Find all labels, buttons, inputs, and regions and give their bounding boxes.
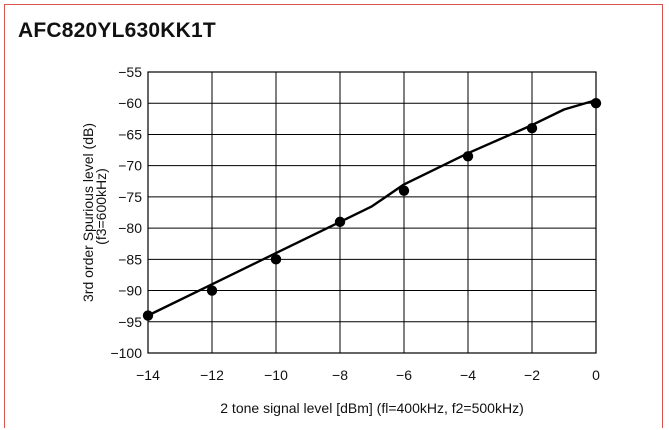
data-point	[398, 185, 410, 196]
x-tick-label: 0	[592, 367, 600, 383]
data-point	[270, 254, 282, 265]
y-tick-label: −100	[110, 345, 142, 361]
series-line	[147, 98, 597, 317]
x-tick-label: −10	[264, 367, 288, 383]
data-point	[334, 216, 346, 228]
y-tick-label: −80	[118, 220, 142, 236]
chart-title: AFC820YL630KK1T	[18, 19, 216, 42]
y-tick-label: −85	[118, 251, 142, 267]
x-tick-label: −14	[136, 367, 160, 383]
x-tick-labels: −14 −12 −10 −8 −6 −4 −2 0	[136, 367, 600, 383]
data-point	[206, 285, 218, 296]
plot-area	[147, 71, 597, 354]
y-tick-label: −90	[118, 283, 142, 299]
y-tick-labels: −55 −60 −65 −70 −75 −80 −85 −90 −95 −100	[110, 64, 142, 361]
y-tick-label: −70	[118, 158, 142, 174]
y-axis-label: 3rd order Spurious level (dB)	[80, 123, 96, 302]
y-tick-label: −60	[118, 95, 142, 111]
plot-border	[147, 71, 597, 354]
data-point	[590, 98, 602, 109]
x-axis-label: 2 tone signal level [dBm] (fl=400kHz, f2…	[220, 400, 524, 416]
x-tick-label: −8	[332, 367, 348, 383]
grid	[147, 71, 597, 354]
y-tick-label: −75	[118, 189, 142, 205]
data-point	[462, 151, 474, 162]
x-tick-label: −2	[524, 367, 540, 383]
series-line-group	[147, 98, 597, 317]
data-point	[142, 310, 154, 321]
y-tick-label: −55	[118, 64, 142, 80]
data-point	[526, 123, 538, 134]
y-tick-label: −95	[118, 314, 142, 330]
y-tick-label: −65	[118, 126, 142, 142]
x-tick-label: −4	[460, 367, 476, 383]
x-tick-label: −6	[396, 367, 412, 383]
y-axis-label-sub: (f3=600kHz)	[93, 168, 109, 245]
x-tick-label: −12	[200, 367, 224, 383]
chart-frame	[4, 4, 663, 428]
series-points-group	[142, 98, 602, 321]
